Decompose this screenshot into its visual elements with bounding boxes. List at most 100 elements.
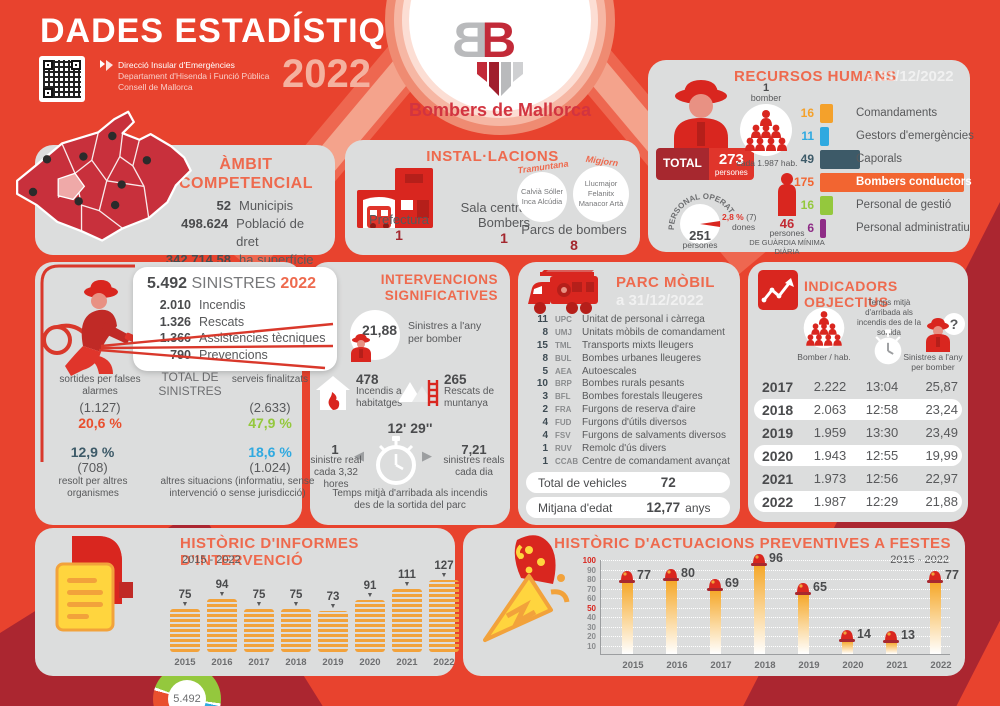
intervencions-title-2: SIGNIFICATIVES <box>384 288 498 303</box>
sinistres-summary-box: 5.492 SINISTRES 2022 2.010 Incendis 1.326… <box>133 267 337 371</box>
left-label: sinistre real cada 3,32 hores <box>310 455 362 490</box>
prefectura-value: 1 <box>395 227 403 243</box>
informes-value: 111 <box>398 569 416 581</box>
hr-bar <box>820 150 860 169</box>
panel-historic-festes: HISTÒRIC D'ACTUACIONS PREVENTIVES A FEST… <box>463 528 965 676</box>
logo-circle <box>385 0 615 135</box>
operatiu-sub: dones <box>732 222 756 232</box>
festes-ytick: 10 <box>587 641 596 651</box>
org-line-2: Departament d'Hisenda i Funció Pública <box>118 71 270 81</box>
sinistres-donut-chart: 5.492 <box>153 665 221 706</box>
vehicle-row: 8 UMJ Unitats mòbils de comandament <box>542 326 725 338</box>
festes-ytick: 100 <box>582 556 596 565</box>
mountain-rescue-icon <box>398 380 439 406</box>
sit-pct: 18,6 % <box>248 444 292 460</box>
vehicle-row: 5 AEA Autoescales <box>542 365 637 377</box>
ratio-value: 1 <box>762 82 770 94</box>
org-line-3: Consell de Mallorca <box>118 82 193 92</box>
hr-bar-row: 6 Personal administratiu <box>782 219 970 242</box>
informes-year: 2021 <box>396 657 418 668</box>
mean-age-unit: anys <box>685 500 711 515</box>
sinistres-row-value: 2.010 <box>159 298 191 312</box>
festes-value: 80 <box>681 566 695 580</box>
bomber-hab-icon <box>803 307 845 349</box>
intervencions-title-1: INTERVENCIONS <box>380 272 498 287</box>
temps-label: Temps mitjà d'arribada als incendis des … <box>332 488 488 511</box>
vehicle-row: 11 UPC Unitat de personal i càrrega <box>537 314 705 325</box>
indicadors-col3-label: Sinistres a l'any per bomber <box>903 352 963 372</box>
festes-bar <box>885 642 897 654</box>
festes-ytick: 40 <box>587 613 596 622</box>
hr-value: 6 <box>807 221 814 235</box>
mean-age-value: 12,77 <box>646 500 681 515</box>
mean-age-pill: Mitjana d'edat 12,77 anys <box>526 497 730 518</box>
informes-title: HISTÒRIC D'INFORMES D'INTERVENCIÓ <box>180 535 359 569</box>
sinistres-word: SINISTRES <box>191 275 276 292</box>
hr-bar-row: 11 Gestors d'emergències <box>782 127 974 150</box>
hr-bar <box>820 104 833 123</box>
final-label: serveis finalitzats <box>231 374 309 385</box>
parc-title: PARC MÒBIL <box>616 274 715 291</box>
operatiu-unit: persones <box>682 240 718 250</box>
hr-value: 16 <box>800 198 814 212</box>
hr-bar-row: 16 Comandaments <box>782 104 968 127</box>
marker-triangle-icon: ▼ <box>218 591 226 598</box>
ambit-label: Municipis <box>239 198 294 213</box>
sinistres-row-value: 1.326 <box>159 314 191 329</box>
panel-indicadors: INDICADORS OBJECTIUS Bomber / hab. Temps… <box>748 262 968 522</box>
festes-ytick: 60 <box>587 594 596 603</box>
siren-icon <box>839 630 855 642</box>
festes-year: 2015 <box>622 660 644 671</box>
paper-stack-bar <box>207 599 237 652</box>
total-value: 273 <box>718 151 744 168</box>
festes-value: 69 <box>725 576 739 590</box>
indicadors-row-highlight: 2018 2.063 12:58 23,24 <box>754 399 962 420</box>
vehicle-list: 11 UPC Unitat de personal i càrrega 8 UMJ Un… <box>522 314 736 469</box>
consell-mark-icon <box>100 60 113 71</box>
indicadors-row-highlight: 2022 1.987 12:29 21,88 <box>754 491 962 512</box>
org-pct: 12,9 % <box>70 444 115 460</box>
informes-year: 2018 <box>285 657 307 668</box>
marker-triangle-icon: ▼ <box>366 592 374 599</box>
report-document-icon <box>55 536 133 632</box>
total-badge: TOTAL 273 persones <box>656 148 754 180</box>
sit-n: (1.024) <box>249 460 291 475</box>
festes-ytick: 80 <box>587 575 596 584</box>
paper-stack-bar <box>355 600 385 652</box>
temps-value: 12' 29'' <box>387 420 433 436</box>
hr-label: Bombers conductors <box>856 176 972 188</box>
indicadors-col1-label: Bomber / hab. <box>797 352 851 362</box>
vehicle-row: 3 BFL Bombes forestals lleugeres <box>542 391 703 403</box>
festes-bar <box>665 580 677 654</box>
right-label: sinistres reals cada dia <box>443 455 505 478</box>
festes-bar <box>709 590 721 654</box>
festes-year: 2021 <box>886 660 908 671</box>
mallorca-map <box>16 110 192 242</box>
operatiu-pct: 2,8 % <box>722 212 744 222</box>
panel-parc-mobil: PARC MÒBIL a 31/12/2022 11 UPC Unitat de p… <box>518 262 740 525</box>
total-label: TOTAL <box>656 148 709 180</box>
donut-center-value: 5.492 <box>168 680 206 706</box>
operatiu-n: (7) <box>746 212 757 222</box>
hr-bar <box>820 219 826 238</box>
left-value: 1 <box>331 442 339 457</box>
personal-operatiu-pie: PERSONAL OPERATIU <box>662 178 736 244</box>
svg-text:?: ? <box>950 316 959 332</box>
logo-letter-mirrored: B <box>452 12 489 68</box>
panel-installacions: INSTAL·LACIONS Prefectura 1 Sala central… <box>345 140 640 255</box>
paper-stack-bar <box>318 611 348 652</box>
hr-bar-row: 49 Caporals <box>782 150 968 173</box>
recursos-title: RECURSOS HUMANS <box>734 68 897 85</box>
informes-range: 2015 - 2022 <box>182 554 241 566</box>
ambit-value: 498.624 <box>181 216 229 231</box>
indicadors-row: 2019 1.959 13:30 23,49 <box>762 424 958 441</box>
firefighter-question-icon: ? <box>926 313 965 352</box>
logo-letter: B <box>480 12 517 68</box>
page-year: 2022 <box>282 52 371 96</box>
siren-icon <box>795 583 811 595</box>
stopwatch-icon <box>376 436 416 485</box>
hr-label: Gestors d'emergències <box>856 130 974 142</box>
festes-bar <box>753 565 765 654</box>
festes-year: 2018 <box>754 660 776 671</box>
qr-code <box>39 56 85 102</box>
